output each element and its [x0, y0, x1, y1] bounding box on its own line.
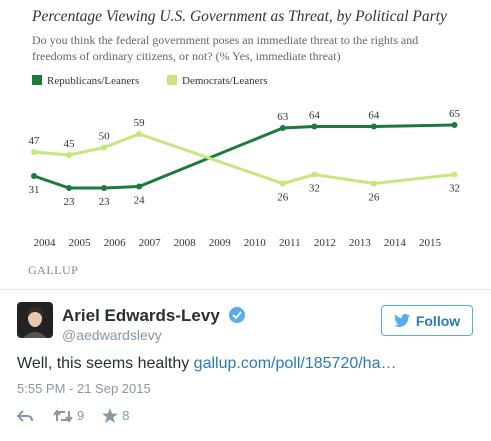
data-label: 64 — [309, 110, 321, 122]
timestamp[interactable]: 5:55 PM - 21 Sep 2015 — [17, 381, 151, 396]
x-tick-label: 2010 — [244, 237, 267, 249]
x-tick-label: 2004 — [34, 237, 57, 249]
point — [279, 125, 286, 131]
point — [370, 180, 377, 187]
point — [311, 123, 318, 130]
point — [31, 149, 38, 155]
data-label: 47 — [29, 135, 41, 147]
user-handle[interactable]: @aedwardslevy — [62, 327, 162, 343]
tweet-link[interactable]: gallup.com/poll/185720/ha… — [193, 355, 397, 372]
avatar[interactable] — [17, 302, 53, 338]
verified-badge — [228, 307, 245, 323]
x-tick-label: 2007 — [139, 237, 162, 249]
legend-swatch — [167, 75, 177, 85]
tweet-text: Well, this seems healthy gallup.com/poll… — [17, 355, 396, 373]
x-tick-label: 2015 — [419, 237, 442, 249]
data-label: 23 — [64, 196, 76, 208]
legend-label: Republicans/Leaners — [47, 75, 139, 87]
x-tick-label: 2006 — [104, 237, 127, 249]
x-tick-label: 2013 — [349, 237, 372, 249]
follow-label[interactable]: Follow — [415, 312, 461, 329]
data-label: 32 — [449, 183, 460, 195]
like-count: 8 — [122, 408, 130, 423]
series-line — [33, 132, 455, 186]
data-label: 59 — [134, 117, 146, 129]
chart-title: Percentage Viewing U.S. Government as Th… — [32, 8, 447, 25]
chart-subtitle: Do you think the federal government pose… — [32, 33, 419, 63]
point — [101, 144, 108, 151]
x-tick-label: 2009 — [209, 237, 232, 249]
legend-label: Democrats/Leaners — [182, 75, 268, 87]
data-label: 45 — [64, 138, 76, 150]
point — [451, 122, 458, 128]
tweet-body: Well, this seems healthy — [17, 355, 190, 372]
x-tick-label: 2011 — [279, 237, 301, 249]
like-icon[interactable] — [102, 408, 119, 423]
point — [101, 185, 108, 191]
point — [370, 123, 377, 130]
point — [66, 185, 73, 191]
point — [66, 152, 73, 158]
point — [311, 171, 318, 178]
point — [31, 173, 38, 179]
legend-swatch — [32, 75, 42, 85]
data-label: 50 — [99, 131, 111, 143]
data-label: 23 — [99, 196, 111, 208]
point — [451, 171, 458, 178]
user-name[interactable]: Ariel Edwards-Levy — [62, 306, 246, 326]
series-line — [33, 123, 455, 190]
chart: Republicans/Leaners Democrats/Leaners 2004… — [28, 75, 461, 277]
retweet-icon[interactable] — [53, 408, 73, 423]
data-label: 65 — [449, 108, 461, 120]
data-label: 32 — [309, 183, 320, 195]
data-label: 64 — [368, 110, 380, 122]
data-label: 63 — [277, 111, 289, 123]
x-tick-label: 2014 — [384, 237, 407, 249]
x-tick-label: 2008 — [174, 237, 197, 249]
follow-button[interactable]: Follow — [381, 305, 473, 336]
point — [279, 180, 286, 187]
point — [136, 183, 143, 190]
separator — [0, 289, 491, 290]
source: GALLUP — [28, 263, 78, 277]
retweet-count: 9 — [77, 408, 85, 423]
data-label: 26 — [277, 192, 289, 204]
tweet-actions: 9 8 — [17, 408, 129, 423]
data-label: 26 — [368, 192, 380, 204]
data-label: 24 — [134, 195, 146, 207]
user-name-text[interactable]: Ariel Edwards-Levy — [62, 306, 220, 325]
point — [136, 131, 143, 137]
x-tick-label: 2012 — [314, 237, 336, 249]
reply-icon[interactable] — [17, 409, 33, 423]
data-label: 31 — [29, 184, 40, 196]
x-tick-label: 2005 — [69, 237, 92, 249]
